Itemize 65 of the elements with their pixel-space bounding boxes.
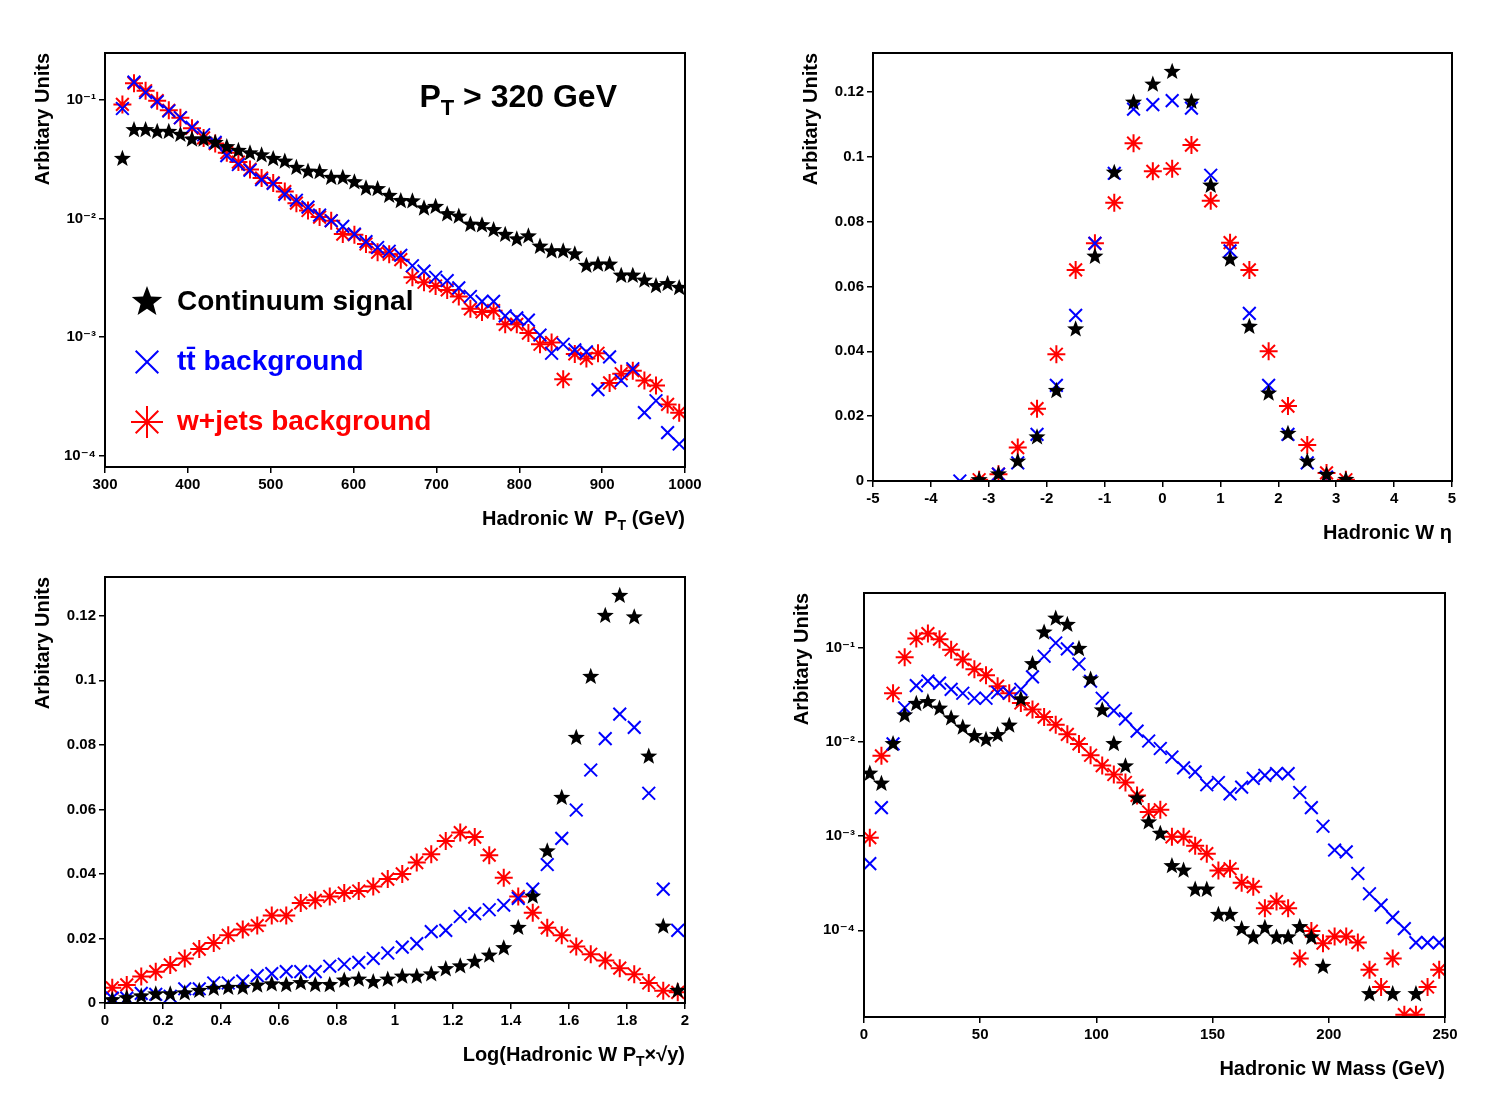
- x-tick-label: 600: [341, 475, 367, 493]
- y-tick-label: 0.1: [75, 670, 96, 688]
- y-tick-label: 0.06: [66, 799, 96, 817]
- x-tick-label: 700: [423, 475, 449, 493]
- x-tick-label: 0.6: [268, 1011, 290, 1029]
- legend-label: tt̄ background: [177, 344, 364, 376]
- x-tick-label: 400: [175, 475, 201, 493]
- x-tick-label: 5: [1447, 489, 1457, 507]
- x-tick-label: 1.4: [500, 1011, 523, 1029]
- x-tick-label: 100: [1083, 1025, 1109, 1043]
- y-tick-label: 10⁻⁴: [63, 445, 96, 463]
- y-tick-label: 10⁻³: [66, 327, 96, 345]
- x-tick-label: 1: [1216, 489, 1225, 507]
- y-tick-label: 10⁻¹: [66, 90, 96, 108]
- y-tick-label: 10⁻²: [66, 208, 96, 226]
- x-tick-label: 900: [589, 475, 615, 493]
- x-tick-label: 800: [506, 475, 532, 493]
- y-tick-label: 10⁻²: [825, 731, 855, 749]
- y-tick-label: 0.04: [66, 864, 97, 882]
- y-axis-title: Arbitary Units: [30, 53, 53, 186]
- x-tick-label: 3: [1332, 489, 1341, 507]
- x-tick-label: -4: [924, 489, 939, 507]
- x-tick-label: 0: [100, 1011, 110, 1029]
- x-tick-label: 1.2: [442, 1011, 464, 1029]
- y-tick-label: 0.12: [834, 82, 864, 100]
- y-axis-title: Arbitary Units: [789, 593, 812, 726]
- x-tick-label: 2: [1274, 489, 1283, 507]
- x-tick-label: 2: [680, 1011, 690, 1029]
- y-axis-title: Arbitary Units: [30, 577, 53, 710]
- y-tick-label: 10⁻⁴: [822, 920, 855, 938]
- x-tick-label: 500: [258, 475, 284, 493]
- x-tick-label: -5: [866, 489, 880, 507]
- x-tick-label: 250: [1432, 1025, 1458, 1043]
- x-axis-title: Hadronic W Mass (GeV): [1219, 1056, 1446, 1079]
- y-tick-label: 0.08: [834, 211, 864, 229]
- x-tick-label: 300: [92, 475, 118, 493]
- x-tick-label: 200: [1316, 1025, 1342, 1043]
- x-tick-label: -1: [1097, 489, 1112, 507]
- y-tick-label: 0.02: [834, 406, 864, 424]
- x-tick-label: 1: [390, 1011, 400, 1029]
- y-tick-label: 0.04: [834, 341, 865, 359]
- x-tick-label: 0: [1158, 489, 1167, 507]
- x-tick-label: 0.8: [326, 1011, 348, 1029]
- y-tick-label: 0.06: [834, 276, 864, 294]
- x-axis-title: Hadronic W η: [1323, 520, 1452, 543]
- y-tick-label: 10⁻³: [825, 826, 855, 844]
- y-axis-title: Arbitary Units: [798, 53, 821, 186]
- x-tick-label: 50: [971, 1025, 989, 1043]
- legend-label: w+jets background: [176, 404, 432, 436]
- y-tick-label: 0.1: [843, 146, 864, 164]
- x-tick-label: 1.8: [616, 1011, 638, 1029]
- y-tick-label: 0.08: [66, 734, 96, 752]
- y-tick-label: 0: [87, 993, 96, 1011]
- y-tick-label: 0.12: [66, 605, 96, 623]
- x-tick-label: 150: [1200, 1025, 1226, 1043]
- x-tick-label: 0.4: [210, 1011, 233, 1029]
- x-tick-label: 1.6: [558, 1011, 580, 1029]
- legend-label: Continuum signal: [177, 284, 414, 316]
- x-tick-label: -2: [1040, 489, 1054, 507]
- x-tick-label: 1000: [668, 475, 702, 493]
- x-tick-label: 0.2: [152, 1011, 174, 1029]
- y-tick-label: 10⁻¹: [825, 637, 855, 655]
- x-tick-label: 4: [1389, 489, 1399, 507]
- y-tick-label: 0.02: [66, 928, 96, 946]
- x-tick-label: -3: [982, 489, 996, 507]
